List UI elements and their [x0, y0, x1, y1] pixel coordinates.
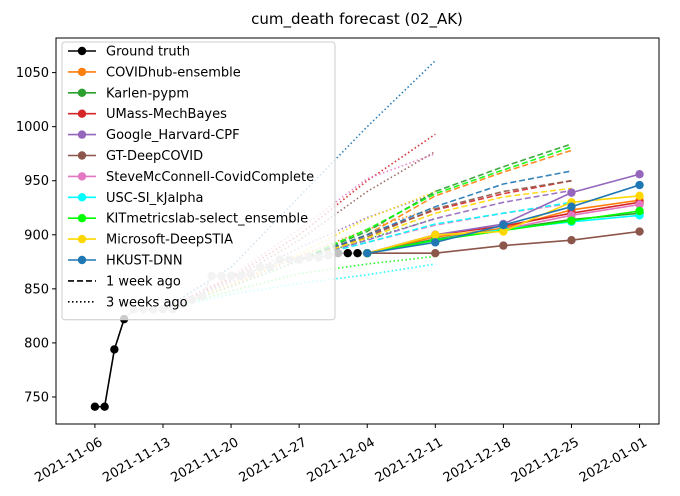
- y-tick-label: 850: [24, 282, 49, 297]
- forecast-1wk-line: [298, 187, 572, 261]
- legend-label: HKUST-DNN: [106, 254, 183, 269]
- forecast-point: [363, 248, 372, 258]
- x-tick-label: 2022-01-01: [577, 435, 650, 486]
- legend-label: Google_Harvard-CPF: [106, 128, 240, 143]
- legend-marker-swatch: [77, 109, 87, 118]
- forecast-point: [431, 238, 440, 247]
- legend-marker-swatch: [77, 193, 87, 202]
- legend-label: KITmetricslab-select_ensemble: [106, 212, 308, 227]
- y-tick-label: 800: [24, 336, 49, 351]
- ground-truth-point: [100, 402, 109, 411]
- legend-marker-swatch: [77, 255, 87, 265]
- legend-label: Ground truth: [106, 45, 190, 60]
- legend-marker-swatch: [77, 151, 87, 160]
- x-tick-label: 2021-12-25: [509, 435, 582, 486]
- y-tick-label: 750: [24, 390, 49, 405]
- ground-truth-point: [333, 248, 343, 258]
- forecast-point: [635, 227, 644, 236]
- y-tick-label: 900: [24, 228, 49, 243]
- ground-truth-line: [94, 318, 125, 408]
- legend-marker-swatch: [77, 67, 87, 77]
- forecast-point: [567, 216, 576, 225]
- legend-label: Microsoft-DeepSTIA: [106, 233, 233, 248]
- x-tick-label: 2021-12-11: [373, 435, 446, 486]
- legend-label: GT-DeepCOVID: [106, 149, 203, 164]
- legend-marker-swatch: [77, 214, 87, 223]
- x-tick-label: 2021-11-27: [237, 435, 310, 486]
- y-tick-label: 950: [24, 174, 49, 189]
- forecast-point: [567, 235, 576, 245]
- forecast-1wk-line: [298, 143, 572, 261]
- forecast-point: [567, 188, 576, 197]
- forecast-1wk-line: [298, 170, 572, 261]
- y-tick-label: 1000: [16, 120, 49, 135]
- legend-label: SteveMcConnell-CovidComplete: [106, 170, 314, 185]
- x-tick-label: 2021-12-04: [305, 435, 378, 486]
- forecast-1wk-line: [298, 146, 572, 261]
- forecast-point: [635, 170, 644, 179]
- legend-label: Karlen-pypm: [106, 86, 189, 101]
- plot-frame: [55, 37, 660, 425]
- ground-truth-point: [110, 345, 119, 354]
- legend-box: [61, 41, 336, 321]
- forecast-point: [431, 230, 440, 239]
- forecast-1wk-line: [298, 201, 572, 261]
- x-tick-label: 2021-11-06: [32, 435, 105, 486]
- forecast-1wk-line: [298, 189, 572, 261]
- forecast-point: [635, 200, 644, 209]
- ground-truth-point: [343, 248, 352, 258]
- legend-label: UMass-MechBayes: [106, 107, 227, 122]
- x-tick-label: 2021-11-20: [169, 435, 242, 486]
- legend-marker-swatch: [77, 130, 87, 139]
- x-tick-label: 2021-11-13: [100, 435, 173, 486]
- legend-marker-swatch: [77, 88, 87, 98]
- legend-marker-swatch: [77, 234, 87, 244]
- chart-title: cum_death forecast (02_AK): [251, 10, 463, 29]
- forecast-point: [499, 227, 508, 236]
- ground-truth-point: [353, 248, 362, 258]
- y-tick-label: 1050: [16, 66, 49, 81]
- legend-label: 3 weeks ago: [106, 295, 188, 310]
- legend: Ground truth COVIDhub-ensemble Karlen-pypm…: [61, 41, 336, 321]
- legend-label: COVIDhub-ensemble: [106, 65, 241, 80]
- ground-truth-point: [90, 402, 100, 411]
- legend-marker-swatch: [77, 46, 87, 56]
- forecast-point: [567, 202, 576, 211]
- forecast-point: [635, 191, 644, 201]
- legend-marker-swatch: [77, 172, 87, 181]
- forecast-point: [499, 241, 508, 250]
- forecast-point: [499, 220, 508, 230]
- x-tick-label: 2021-12-18: [441, 435, 514, 486]
- forecast-point: [431, 248, 440, 258]
- legend-label: 1 week ago: [106, 274, 181, 289]
- forecast-point: [635, 206, 644, 216]
- forecast-point: [635, 180, 644, 190]
- legend-label: USC-SI_kJalpha: [106, 191, 204, 206]
